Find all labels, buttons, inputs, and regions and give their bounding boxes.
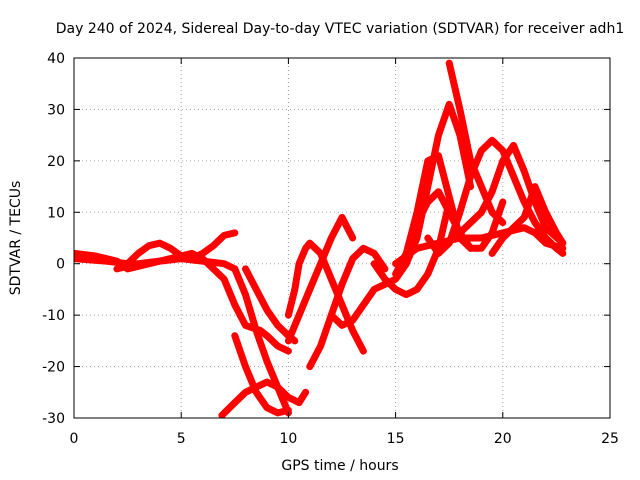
y-axis-label: SDTVAR / TECUs	[8, 181, 24, 296]
series-track-19	[392, 224, 567, 268]
y-tick-label: 20	[47, 154, 65, 170]
series-track-5	[218, 378, 310, 418]
x-tick-label: 15	[387, 431, 405, 447]
x-tick-label: 10	[279, 431, 297, 447]
y-axis: -30 -20 -10 0 10 20 30 40	[42, 51, 610, 427]
grid	[74, 58, 610, 418]
y-tick-label: -10	[42, 308, 65, 324]
chart-title: Day 240 of 2024, Sidereal Day-to-day VTE…	[56, 21, 624, 37]
series-track-11	[327, 260, 410, 329]
series-track-17	[456, 141, 567, 247]
x-axis: 0 5 10 15 20 25	[70, 58, 619, 447]
x-tick-label: 0	[70, 431, 79, 447]
series-track-9	[284, 213, 357, 345]
series-track-6	[231, 332, 292, 417]
series-layer	[74, 59, 567, 418]
series-track-15	[445, 59, 507, 227]
y-tick-label: 30	[47, 102, 65, 118]
series-track-14	[402, 100, 475, 268]
x-tick-label: 25	[601, 431, 619, 447]
series-track-20	[488, 183, 567, 257]
series-track-8	[284, 239, 367, 355]
y-tick-label: -30	[42, 411, 65, 427]
y-tick-label: 10	[47, 205, 65, 221]
series-track-3	[113, 255, 239, 273]
x-axis-label: GPS time / hours	[281, 458, 398, 474]
y-tick-label: 40	[47, 51, 65, 67]
plot-frame	[73, 57, 611, 419]
x-tick-label: 5	[177, 431, 186, 447]
y-tick-label: -20	[42, 360, 65, 376]
x-tick-label: 20	[494, 431, 512, 447]
series-track-10	[306, 244, 389, 371]
y-tick-label: 0	[56, 257, 65, 273]
